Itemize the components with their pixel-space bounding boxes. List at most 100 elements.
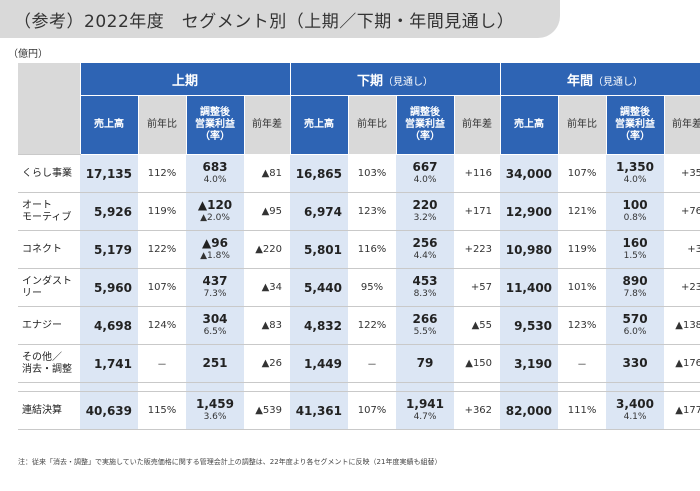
- diff-cell: +171: [454, 192, 501, 231]
- spacer-cell: [348, 382, 397, 392]
- table-row: くらし事業 17,135 112% 683 4.0% ▲81 16,865 103% 667 4.…: [18, 154, 700, 193]
- op-value: 256: [412, 235, 438, 250]
- op-rate: 4.0%: [623, 174, 647, 185]
- sales-cell: 5,960: [80, 268, 138, 307]
- row-label-line: くらし事業: [22, 167, 72, 179]
- table-row: オート モーティブ 5,926 119% ▲120 ▲2.0% ▲95 6,974 123% 22…: [18, 192, 700, 231]
- yoy-cell: 121%: [558, 192, 607, 231]
- op-cell: 304 6.5%: [186, 306, 244, 345]
- group-sub: （見通し）: [593, 76, 644, 88]
- yoy-cell: 124%: [138, 306, 186, 345]
- spacer-cell: [558, 382, 607, 392]
- title-bar: （参考）2022年度 セグメント別（上期／下期・年間見通し）: [0, 0, 560, 38]
- op-value: 453: [412, 273, 438, 288]
- yoy-cell: 123%: [558, 306, 607, 345]
- row-label: その他／ 消去・調整: [18, 344, 80, 383]
- sales-cell: 3,190: [500, 344, 559, 383]
- sales-cell: 12,900: [500, 192, 559, 231]
- op-rate: 6.0%: [623, 326, 647, 337]
- row-label: エナジー: [18, 306, 80, 345]
- sales-cell: 10,980: [500, 230, 559, 269]
- spacer-cell: [80, 382, 138, 392]
- table-header: 上期 下期（見通し） 年間（見通し） 売上高 前年比 調整後 営業利益 （率） 前年差 売上高前…: [18, 62, 700, 155]
- spacer-row: [18, 382, 700, 392]
- sales-cell: 17,135: [80, 154, 138, 193]
- spacer-cell: [500, 382, 559, 392]
- yoy-cell: 115%: [138, 391, 186, 430]
- yoy-cell: －: [348, 344, 397, 383]
- yoy-cell: 119%: [558, 230, 607, 269]
- group-label: 年間: [567, 73, 594, 89]
- op-rate: 6.5%: [203, 326, 227, 337]
- col-header-op-line: 営業利益: [615, 119, 656, 130]
- op-cell: 453 8.3%: [396, 268, 455, 307]
- op-value: 683: [202, 159, 228, 174]
- sales-cell: 5,926: [80, 192, 138, 231]
- table-row: インダストリー 5,960 107% 437 7.3% ▲34 5,440 95% 453 8.3…: [18, 268, 700, 307]
- yoy-cell: 123%: [348, 192, 397, 231]
- op-cell: 251: [186, 344, 244, 383]
- op-value: ▲96: [202, 235, 228, 250]
- yoy-cell: 112%: [138, 154, 186, 193]
- op-value: 1,941: [406, 396, 444, 411]
- group-header-row: 上期 下期（見通し） 年間（見通し）: [18, 62, 700, 155]
- op-cell: 1,459 3.6%: [186, 391, 244, 430]
- sales-cell: 1,741: [80, 344, 138, 383]
- page-title: （参考）2022年度 セグメント別（上期／下期・年間見通し）: [14, 12, 515, 32]
- op-cell: 160 1.5%: [606, 230, 665, 269]
- diff-cell: +116: [454, 154, 501, 193]
- table-row: その他／ 消去・調整 1,741 － 251 ▲26 1,449 － 79 ▲150 3,190 － 3…: [18, 344, 700, 383]
- col-header-op-line: （率）: [410, 131, 441, 142]
- col-header-op-line: 営業利益: [195, 119, 235, 130]
- sales-cell: 4,832: [290, 306, 349, 345]
- col-header-diff: 前年差: [663, 95, 700, 155]
- op-rate: 4.0%: [203, 174, 227, 185]
- spacer-cell: [396, 382, 455, 392]
- header-corner: [18, 62, 81, 155]
- diff-cell: ▲55: [454, 306, 501, 345]
- spacer-cell: [138, 382, 186, 392]
- spacer-cell: [664, 382, 700, 392]
- yoy-cell: 103%: [348, 154, 397, 193]
- unit-label: （億円）: [8, 49, 48, 60]
- row-label: くらし事業: [18, 154, 80, 193]
- yoy-cell: 116%: [348, 230, 397, 269]
- spacer-cell: [290, 382, 349, 392]
- yoy-cell: 107%: [138, 268, 186, 307]
- spacer-cell: [18, 382, 80, 392]
- row-label-line: モーティブ: [22, 211, 72, 223]
- diff-cell: +35: [664, 154, 700, 193]
- col-header-op-line: （率）: [200, 131, 230, 142]
- op-cell: 3,400 4.1%: [606, 391, 665, 430]
- group-label: 下期: [357, 73, 384, 89]
- op-value: 1,459: [196, 396, 234, 411]
- diff-cell: ▲81: [244, 154, 291, 193]
- yoy-cell: 119%: [138, 192, 186, 231]
- op-cell: 79: [396, 344, 455, 383]
- spacer-cell: [186, 382, 244, 392]
- diff-cell: ▲539: [244, 391, 291, 430]
- op-value: ▲120: [197, 197, 233, 212]
- col-header-op: 調整後 営業利益 （率）: [185, 95, 245, 155]
- diff-cell: ▲95: [244, 192, 291, 231]
- row-label-line: コネクト: [22, 243, 62, 255]
- diff-cell: ▲220: [244, 230, 291, 269]
- op-value: 220: [412, 197, 438, 212]
- col-header-op-line: 調整後: [620, 107, 651, 118]
- op-value: 304: [202, 311, 228, 326]
- op-rate: 8.3%: [413, 288, 437, 299]
- op-cell: 437 7.3%: [186, 268, 244, 307]
- col-header-op-line: 調整後: [410, 107, 441, 118]
- row-label-line: その他／: [22, 351, 62, 363]
- col-header-sales: 売上高: [499, 95, 559, 155]
- op-rate: 3.6%: [203, 411, 227, 422]
- op-rate: 4.1%: [623, 411, 647, 422]
- op-rate: 7.3%: [203, 288, 227, 299]
- op-value: 266: [412, 311, 438, 326]
- yoy-cell: 107%: [348, 391, 397, 430]
- sales-cell: 6,974: [290, 192, 349, 231]
- col-header-op-line: （率）: [620, 131, 651, 142]
- op-cell: 890 7.8%: [606, 268, 665, 307]
- op-value: 1,350: [616, 159, 655, 174]
- op-cell: 266 5.5%: [396, 306, 455, 345]
